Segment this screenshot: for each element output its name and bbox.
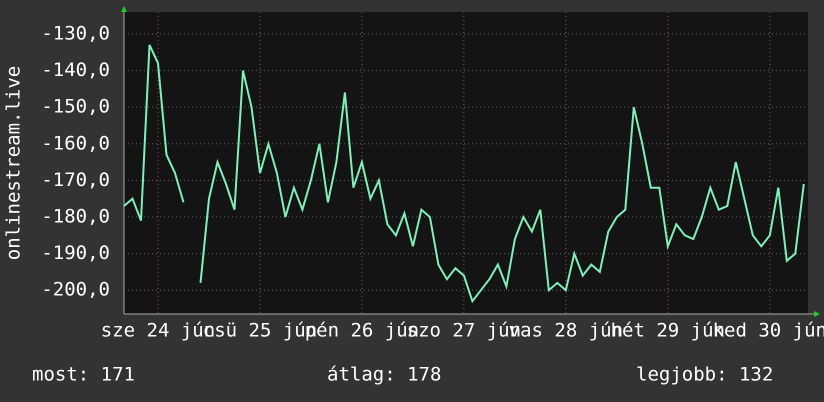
y-tick-label: -130,0 — [41, 22, 110, 44]
footer-best: legjobb: 132 — [636, 364, 773, 386]
x-tick-label: vas 28 jún — [509, 320, 623, 342]
footer-average: átlag: 178 — [327, 364, 441, 386]
y-arrow — [121, 6, 127, 12]
data-line — [123, 44, 185, 222]
x-tick-label: sze 24 jún — [101, 320, 215, 342]
x-arrow — [814, 311, 820, 317]
x-tick-label: csü 25 jún — [203, 320, 317, 342]
data-line — [199, 70, 805, 304]
x-tick-label: hét 29 jún — [611, 320, 725, 342]
y-tick-label: -180,0 — [41, 205, 110, 227]
y-tick-label: -190,0 — [41, 242, 110, 264]
x-tick-label: szo 27 jún — [407, 320, 521, 342]
y-tick-label: -140,0 — [41, 59, 110, 81]
footer-current: most: 171 — [32, 364, 135, 386]
x-tick-label: ked 30 jún — [713, 320, 824, 342]
plot-area — [124, 12, 808, 314]
y-tick-label: -160,0 — [41, 132, 110, 154]
y-axis-label: onlinestream.live — [3, 66, 25, 260]
x-tick-label: pén 26 jún — [305, 320, 419, 342]
y-tick-label: -150,0 — [41, 96, 110, 118]
y-tick-label: -200,0 — [41, 279, 110, 301]
y-tick-label: -170,0 — [41, 169, 110, 191]
